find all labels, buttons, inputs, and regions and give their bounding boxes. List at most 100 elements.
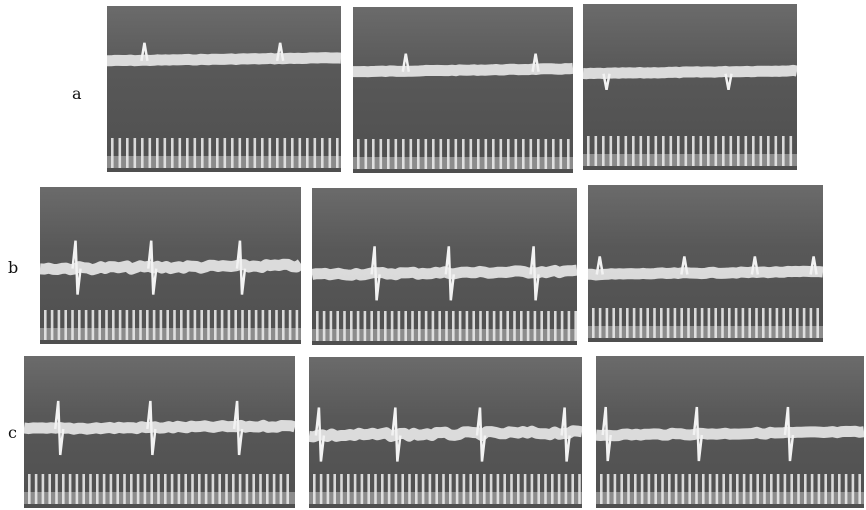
timing-tick	[118, 138, 122, 168]
spike-mark	[232, 400, 244, 456]
timing-marker-base	[583, 154, 797, 166]
timing-tick	[200, 310, 203, 340]
spike-mark	[53, 400, 65, 456]
timing-tick	[246, 138, 249, 168]
spike-mark	[783, 406, 795, 462]
timing-tick	[55, 474, 58, 504]
timing-tick	[193, 310, 197, 340]
timing-tick	[816, 308, 819, 338]
timing-tick	[91, 310, 95, 340]
timing-tick	[483, 474, 486, 504]
timing-tick	[156, 138, 159, 168]
timing-tick	[268, 138, 272, 168]
timing-tick	[232, 474, 235, 504]
trace-line	[107, 52, 341, 67]
timing-tick	[619, 308, 622, 338]
timing-tick	[653, 308, 656, 338]
timing-tick	[858, 474, 861, 504]
timing-tick	[486, 311, 489, 341]
timing-tick	[668, 474, 671, 504]
timing-tick	[96, 474, 99, 504]
timing-tick	[472, 311, 475, 341]
timing-tick	[454, 139, 458, 169]
timing-tick	[234, 310, 237, 340]
timing-tick	[282, 310, 285, 340]
timing-tick	[261, 310, 265, 340]
timing-tick	[714, 136, 718, 166]
spike-mark	[391, 407, 402, 462]
timing-tick	[606, 474, 610, 504]
timing-tick	[526, 311, 530, 341]
timing-marker-base	[588, 326, 823, 338]
timing-tick	[198, 474, 201, 504]
timing-tick	[533, 311, 537, 341]
timing-tick	[64, 310, 67, 340]
timing-tick	[184, 474, 187, 504]
timing-tick	[75, 474, 79, 504]
timing-tick	[677, 136, 680, 166]
timing-tick	[34, 474, 38, 504]
timing-tick	[831, 474, 834, 504]
timing-tick	[123, 474, 126, 504]
timing-tick	[408, 474, 411, 504]
timing-tick	[381, 474, 384, 504]
trace-line	[353, 62, 573, 78]
timing-tick	[201, 138, 204, 168]
timing-tick	[742, 474, 746, 504]
timing-tick	[211, 474, 215, 504]
timing-tick	[632, 136, 635, 166]
timing-tick	[722, 474, 725, 504]
timing-tick	[789, 136, 793, 166]
timing-tick	[435, 474, 438, 504]
trace-svg	[107, 42, 341, 168]
timing-tick	[639, 308, 643, 338]
timing-tick	[662, 136, 665, 166]
timing-tick	[82, 474, 85, 504]
timing-tick	[775, 308, 779, 338]
timing-tick	[492, 311, 496, 341]
timing-tick	[279, 474, 283, 504]
timing-tick	[48, 474, 51, 504]
timing-tick	[507, 139, 510, 169]
timing-tick	[687, 308, 690, 338]
timing-tick	[387, 139, 390, 169]
timing-tick	[707, 308, 711, 338]
timing-tick	[797, 474, 800, 504]
timing-tick	[782, 308, 785, 338]
trace-line	[596, 425, 864, 442]
trace-svg	[312, 246, 577, 341]
timing-tick	[313, 474, 316, 504]
trace-line	[309, 425, 582, 443]
timing-tick	[367, 474, 370, 504]
timing-tick	[268, 310, 271, 340]
timing-tick	[620, 474, 623, 504]
timing-tick	[646, 308, 649, 338]
timing-tick	[729, 474, 732, 504]
timing-tick	[105, 310, 108, 340]
spike-mark	[724, 73, 733, 90]
timing-tick	[592, 308, 595, 338]
timing-tick	[238, 474, 242, 504]
timing-tick	[266, 474, 269, 504]
timing-tick	[364, 139, 368, 169]
timing-tick	[851, 474, 855, 504]
timing-tick	[316, 311, 319, 341]
timing-tick	[824, 474, 827, 504]
timing-tick	[286, 474, 289, 504]
timing-tick	[756, 474, 759, 504]
timing-tick	[838, 474, 841, 504]
timing-tick	[171, 138, 174, 168]
timing-tick	[173, 310, 176, 340]
timing-tick	[774, 136, 778, 166]
timing-tick	[578, 474, 581, 504]
timing-tick	[372, 139, 375, 169]
timing-tick	[503, 474, 506, 504]
timing-tick	[394, 474, 398, 504]
timing-tick	[275, 310, 278, 340]
timing-tick	[529, 139, 533, 169]
timing-tick	[157, 474, 160, 504]
timing-tick	[353, 474, 357, 504]
timing-tick	[734, 308, 738, 338]
timing-tick	[84, 310, 88, 340]
timing-tick	[254, 310, 258, 340]
